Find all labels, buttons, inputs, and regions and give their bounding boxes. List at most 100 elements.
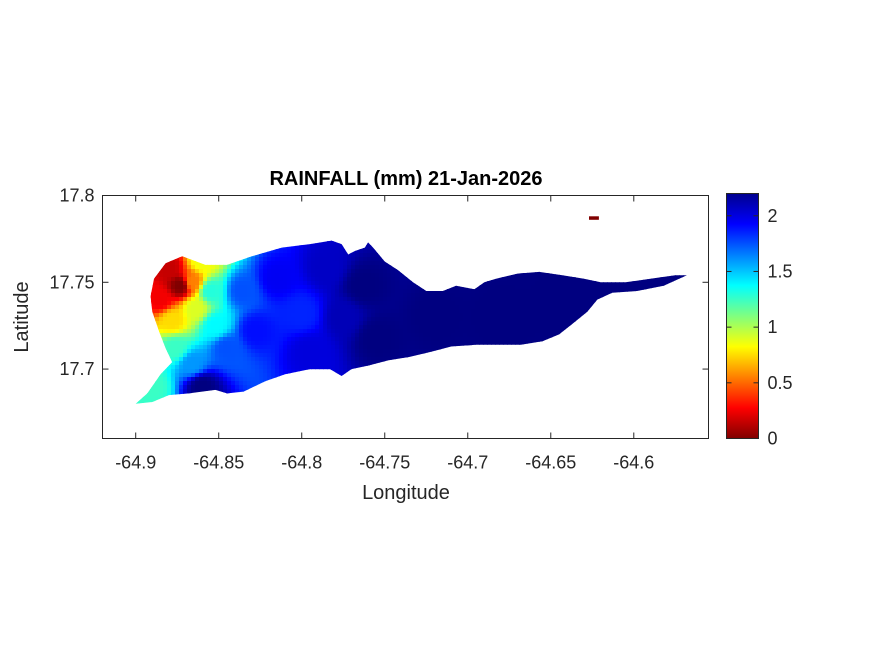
heatmap-cell — [567, 281, 572, 286]
heatmap-cell — [415, 333, 420, 338]
heatmap-cell — [459, 297, 464, 302]
heatmap-cell — [411, 285, 416, 290]
heatmap-cell — [163, 329, 168, 334]
heatmap-cell — [223, 349, 228, 354]
heatmap-cell — [295, 297, 300, 302]
heatmap-cell — [231, 293, 236, 298]
heatmap-cell — [519, 277, 524, 282]
heatmap-cell — [647, 285, 652, 290]
heatmap-cell — [311, 349, 316, 354]
heatmap-cell — [179, 349, 184, 354]
heatmap-cell — [495, 289, 500, 294]
heatmap-cell — [495, 325, 500, 330]
heatmap-cell — [235, 321, 240, 326]
heatmap-cell — [259, 265, 264, 270]
heatmap-cell — [187, 297, 192, 302]
heatmap-cell — [439, 293, 444, 298]
heatmap-cell — [451, 325, 456, 330]
heatmap-cell — [307, 249, 312, 254]
heatmap-cell — [319, 273, 324, 278]
heatmap-cell — [223, 369, 228, 374]
heatmap-cell — [299, 265, 304, 270]
heatmap-cell — [359, 265, 364, 270]
heatmap-cell — [187, 341, 192, 346]
heatmap-cell — [491, 293, 496, 298]
heatmap-cell — [443, 297, 448, 302]
heatmap-cell — [383, 349, 388, 354]
heatmap-cell — [415, 285, 420, 290]
heatmap-cell — [315, 341, 320, 346]
heatmap-cell — [167, 309, 172, 314]
heatmap-cell — [387, 301, 392, 306]
heatmap-cell — [251, 313, 256, 318]
heatmap-cell — [335, 293, 340, 298]
heatmap-cell — [211, 325, 216, 330]
heatmap-cell — [543, 317, 548, 322]
heatmap-cell — [255, 261, 260, 266]
heatmap-cell — [155, 281, 160, 286]
heatmap-cell — [211, 309, 216, 314]
heatmap-cell — [543, 333, 548, 338]
heatmap-cell — [167, 365, 172, 370]
heatmap-cell — [471, 301, 476, 306]
heatmap-cell — [175, 289, 180, 294]
heatmap-cell — [467, 293, 472, 298]
heatmap-cell — [463, 289, 468, 294]
heatmap-cell — [435, 345, 440, 350]
heatmap-cell — [219, 277, 224, 282]
heatmap-cell — [187, 257, 192, 262]
heatmap-cell — [239, 341, 244, 346]
heatmap-cell — [531, 317, 536, 322]
heatmap-cell — [571, 305, 576, 310]
heatmap-cell — [199, 349, 204, 354]
heatmap-cell — [243, 321, 248, 326]
heatmap-cell — [387, 269, 392, 274]
heatmap-cell — [387, 317, 392, 322]
heatmap-cell — [179, 333, 184, 338]
heatmap-cell — [315, 297, 320, 302]
heatmap-cell — [675, 277, 680, 282]
heatmap-cell — [351, 293, 356, 298]
heatmap-cell — [163, 289, 168, 294]
heatmap-cell — [431, 337, 436, 342]
heatmap-cell — [231, 305, 236, 310]
heatmap-cell — [435, 309, 440, 314]
heatmap-cell — [227, 341, 232, 346]
heatmap-cell — [591, 285, 596, 290]
heatmap-cell — [335, 333, 340, 338]
heatmap-cell — [567, 285, 572, 290]
heatmap-cell — [235, 309, 240, 314]
heatmap-cell — [535, 293, 540, 298]
heatmap-cell — [519, 341, 524, 346]
heatmap-cell — [167, 293, 172, 298]
heatmap-cell — [467, 289, 472, 294]
heatmap-cell — [355, 281, 360, 286]
heatmap-cell — [379, 353, 384, 358]
heatmap-cell — [335, 297, 340, 302]
heatmap-cell — [495, 309, 500, 314]
heatmap-cell — [431, 313, 436, 318]
heatmap-cell — [351, 353, 356, 358]
heatmap-cell — [479, 293, 484, 298]
heatmap-cell — [171, 261, 176, 266]
heatmap-cell — [287, 309, 292, 314]
heatmap-cell — [627, 281, 632, 286]
heatmap-cell — [311, 261, 316, 266]
heatmap-cell — [395, 273, 400, 278]
heatmap-cell — [199, 301, 204, 306]
heatmap-cell — [371, 253, 376, 258]
heatmap-cell — [503, 329, 508, 334]
heatmap-cell — [367, 273, 372, 278]
heatmap-cell — [395, 321, 400, 326]
heatmap-cell — [179, 273, 184, 278]
heatmap-cell — [203, 329, 208, 334]
heatmap-cell — [507, 329, 512, 334]
heatmap-cell — [283, 257, 288, 262]
heatmap-cell — [523, 289, 528, 294]
heatmap-cell — [291, 245, 296, 250]
heatmap-cell — [511, 313, 516, 318]
heatmap-cell — [463, 309, 468, 314]
heatmap-cell — [619, 285, 624, 290]
heatmap-cell — [327, 357, 332, 362]
heatmap-cell — [163, 325, 168, 330]
